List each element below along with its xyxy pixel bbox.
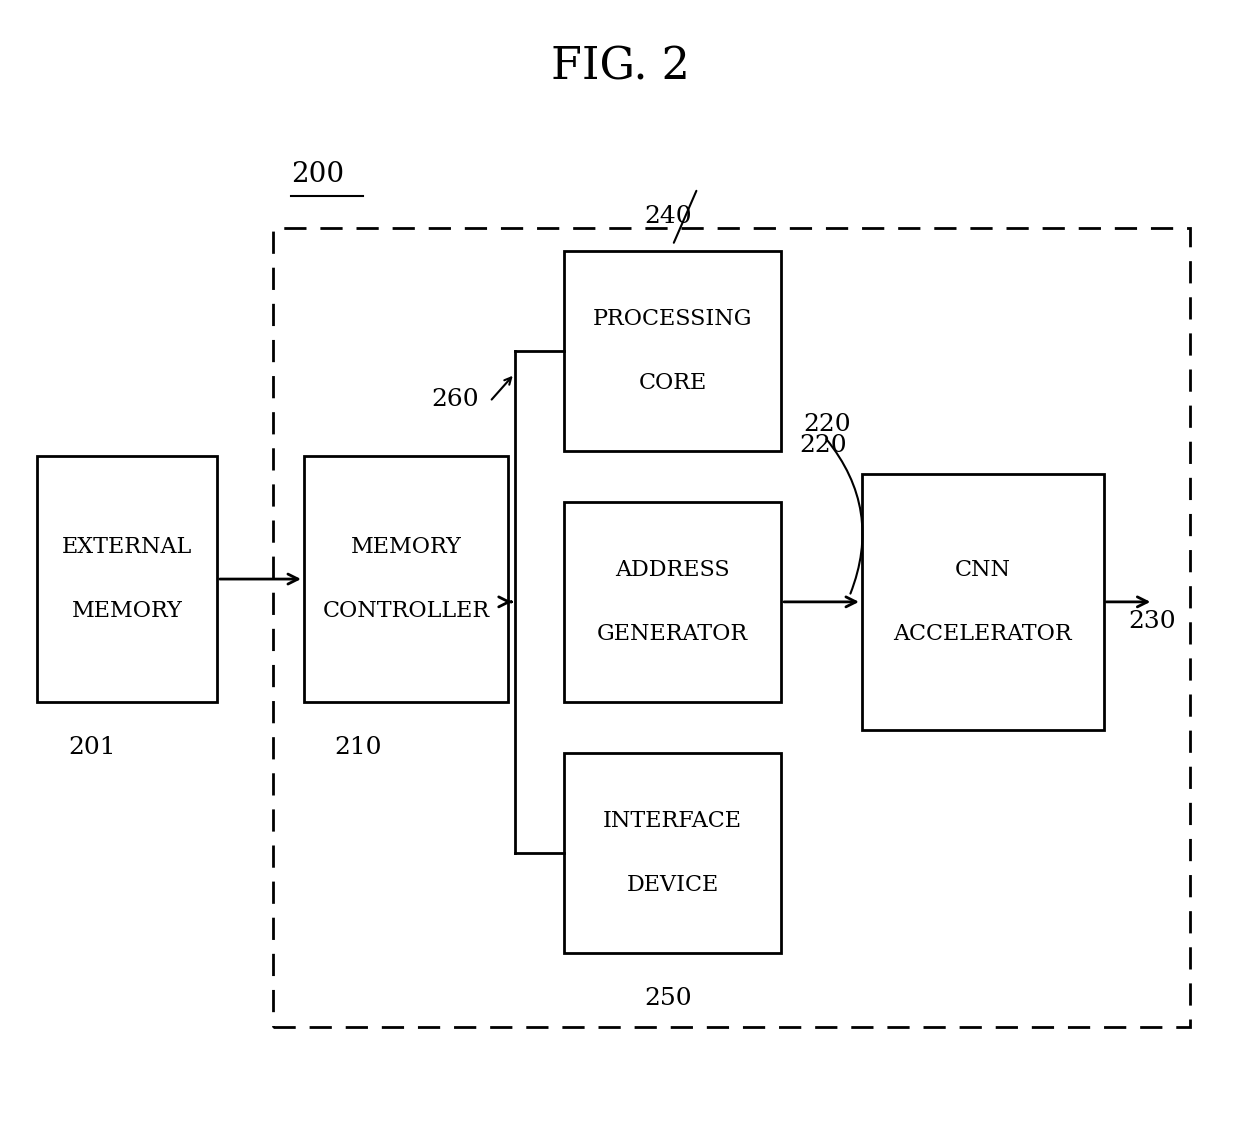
- Text: INTERFACE: INTERFACE: [603, 810, 743, 832]
- Text: 260: 260: [432, 388, 479, 411]
- Text: ADDRESS: ADDRESS: [615, 559, 730, 581]
- Text: 200: 200: [291, 161, 345, 188]
- Text: EXTERNAL: EXTERNAL: [62, 536, 192, 558]
- Text: 210: 210: [335, 736, 382, 759]
- Bar: [273, 228, 1190, 1027]
- Text: FIG. 2: FIG. 2: [551, 46, 689, 89]
- Bar: [37, 456, 217, 702]
- Text: 250: 250: [645, 987, 692, 1010]
- Text: 201: 201: [68, 736, 115, 759]
- Text: CORE: CORE: [639, 372, 707, 394]
- Bar: [564, 502, 781, 702]
- Text: MEMORY: MEMORY: [72, 600, 182, 622]
- Text: 220: 220: [800, 434, 847, 456]
- Text: CNN: CNN: [955, 559, 1011, 581]
- Text: MEMORY: MEMORY: [351, 536, 461, 558]
- Text: DEVICE: DEVICE: [626, 874, 719, 896]
- Bar: [862, 474, 1104, 730]
- Text: 240: 240: [645, 205, 692, 228]
- Bar: [304, 456, 508, 702]
- Text: GENERATOR: GENERATOR: [598, 623, 748, 645]
- Text: CONTROLLER: CONTROLLER: [322, 600, 490, 622]
- Bar: [564, 753, 781, 953]
- Text: 230: 230: [1128, 610, 1176, 633]
- Text: PROCESSING: PROCESSING: [593, 308, 753, 330]
- Text: 220: 220: [804, 413, 851, 436]
- Bar: [564, 251, 781, 451]
- Text: ACCELERATOR: ACCELERATOR: [893, 623, 1073, 645]
